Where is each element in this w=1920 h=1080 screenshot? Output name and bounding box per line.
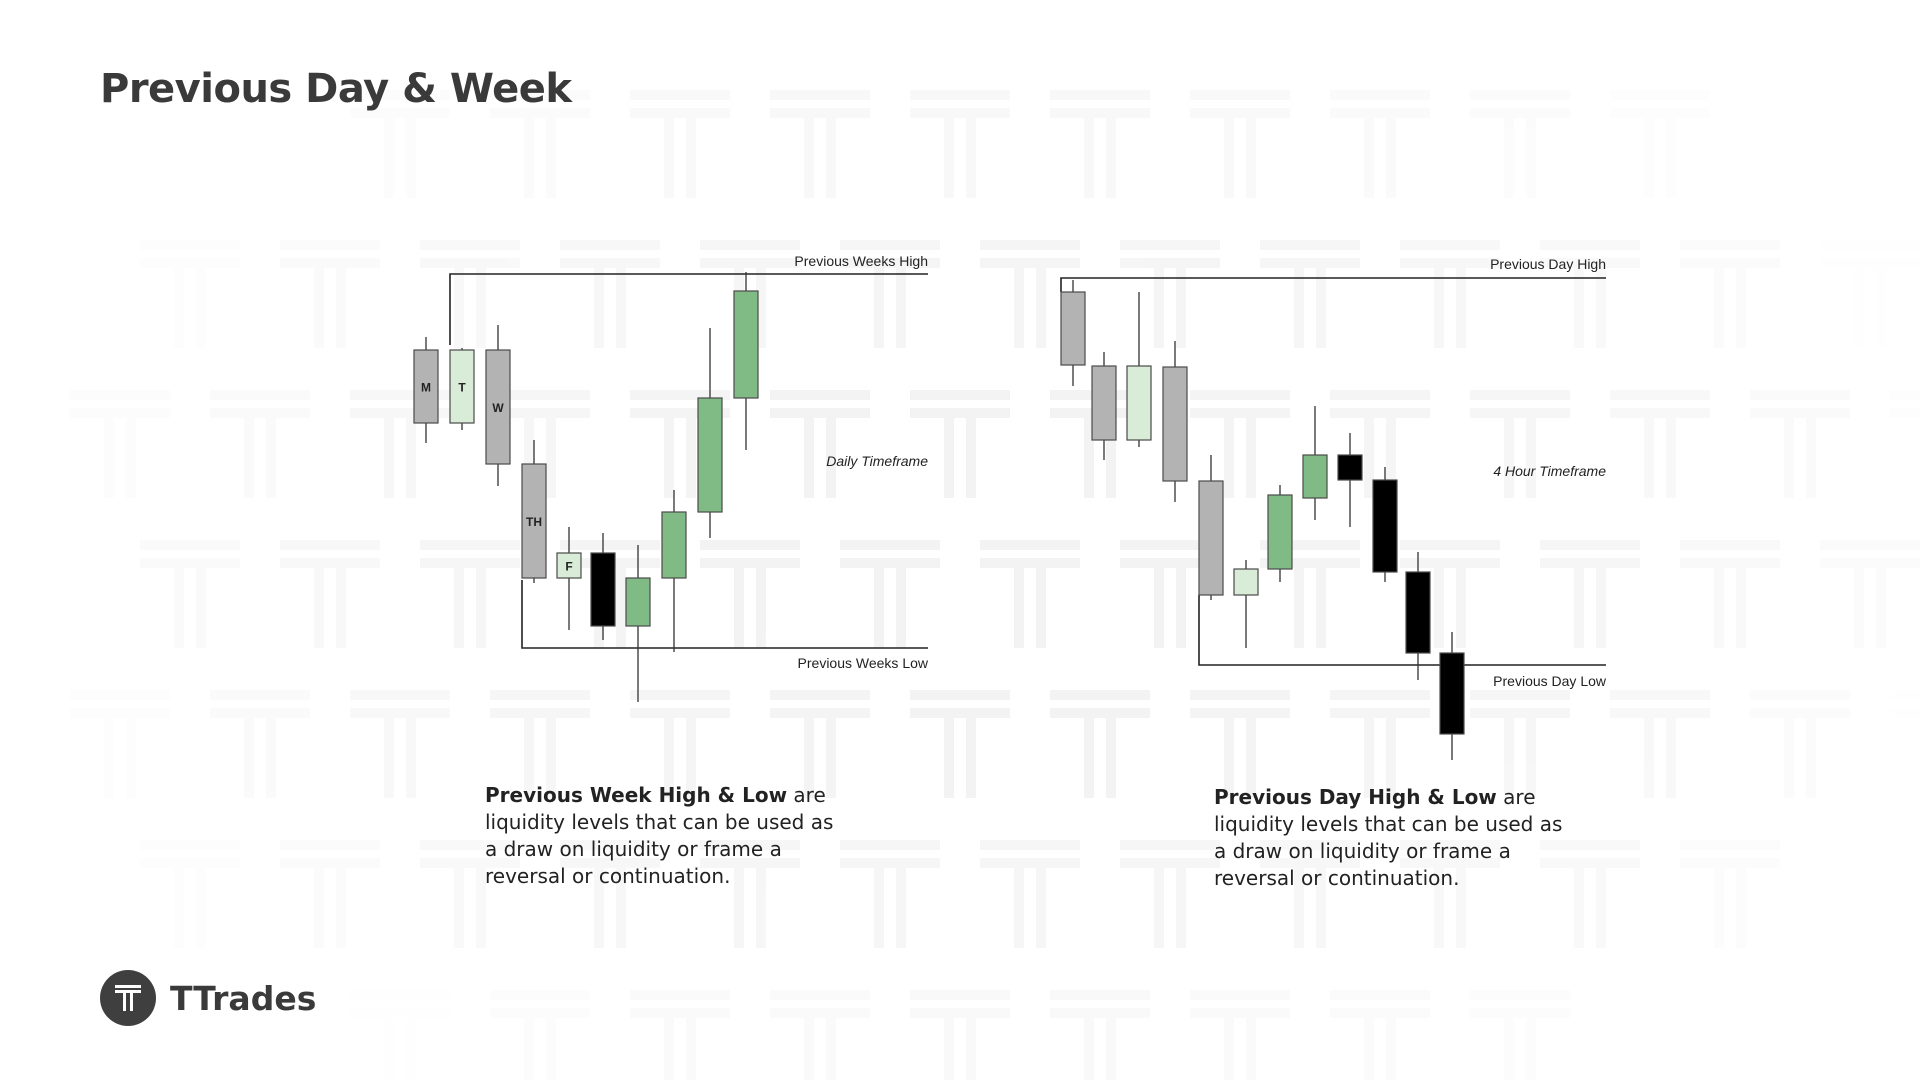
daily-candle: W	[485, 325, 511, 486]
brand-name: TTrades	[170, 978, 317, 1018]
candle-body	[556, 552, 582, 579]
candle-body	[1126, 365, 1152, 441]
candle-body	[1302, 454, 1328, 499]
candle-body	[1405, 571, 1431, 654]
daily-candle	[625, 545, 651, 702]
candle-body	[1439, 652, 1465, 735]
daily-candle: F	[556, 527, 582, 630]
four-hour-candle	[1091, 352, 1117, 460]
candle-day-label: F	[565, 560, 572, 574]
daily-candle	[590, 533, 616, 640]
candle-body	[1267, 494, 1293, 570]
previous-weeks-high-label: Previous Weeks High	[794, 253, 928, 269]
four-hour-candle	[1060, 280, 1086, 386]
weekly-levels-description-bold: Previous Week High & Low	[485, 783, 788, 807]
daily-levels-description-bold: Previous Day High & Low	[1214, 785, 1497, 809]
candle-body	[1337, 454, 1363, 481]
candle-body	[1233, 568, 1259, 596]
four-hour-candle	[1233, 560, 1259, 648]
previous-weeks-low-line	[521, 580, 928, 649]
previous-weeks-high-line	[449, 273, 928, 345]
four-hour-candle	[1126, 292, 1152, 447]
previous-day-high-label: Previous Day High	[1490, 256, 1606, 272]
candle-day-label: T	[458, 381, 466, 395]
previous-weeks-low-label: Previous Weeks Low	[798, 655, 929, 671]
weekly-levels-description: Previous Week High & Low are liquidity l…	[485, 782, 845, 890]
four-hour-candle	[1302, 406, 1328, 520]
candle-body	[521, 463, 547, 579]
four-hour-candle	[1162, 341, 1188, 502]
previous-day-low-label: Previous Day Low	[1493, 673, 1607, 689]
candle-body	[449, 349, 475, 424]
previous-day-low-line	[1198, 595, 1606, 666]
four-hour-candle	[1198, 455, 1224, 600]
previous-day-high-line	[1060, 277, 1606, 292]
four-hour-candle	[1439, 632, 1465, 760]
daily-candle: M	[413, 337, 439, 443]
candle-body	[1162, 366, 1188, 482]
candle-day-label: W	[492, 401, 504, 415]
candle-body	[1060, 291, 1086, 366]
candle-body	[1198, 480, 1224, 596]
candle-body	[697, 397, 723, 513]
page-title: Previous Day & Week	[100, 66, 572, 112]
four-hour-candle	[1337, 433, 1363, 527]
four-hour-candle	[1267, 485, 1293, 582]
daily-levels-description-text: are liquidity levels that can be used as…	[1214, 785, 1563, 890]
candle-body	[485, 349, 511, 465]
brand: TTrades	[100, 970, 316, 1026]
candle-day-label: M	[421, 381, 431, 395]
weekly-levels-description-text: are liquidity levels that can be used as…	[485, 783, 834, 888]
candle-body	[625, 577, 651, 627]
four-hour-timeframe-label: 4 Hour Timeframe	[1493, 463, 1606, 479]
candle-body	[733, 290, 759, 399]
candle-body	[1372, 479, 1398, 573]
daily-candle	[697, 328, 723, 538]
daily-candle	[733, 272, 759, 450]
t-logo-icon	[100, 970, 156, 1026]
candle-day-label: TH	[526, 515, 542, 529]
daily-candle	[661, 490, 687, 652]
daily-candle: TH	[521, 440, 547, 583]
daily-levels-description: Previous Day High & Low are liquidity le…	[1214, 784, 1574, 892]
candle-body	[1091, 365, 1117, 441]
candle-body	[661, 511, 687, 579]
candle-body	[413, 349, 439, 424]
four-hour-candle	[1372, 467, 1398, 582]
candle-body	[590, 552, 616, 627]
four-hour-candle	[1405, 552, 1431, 680]
daily-timeframe-label: Daily Timeframe	[826, 453, 928, 469]
daily-candle: T	[449, 348, 475, 430]
